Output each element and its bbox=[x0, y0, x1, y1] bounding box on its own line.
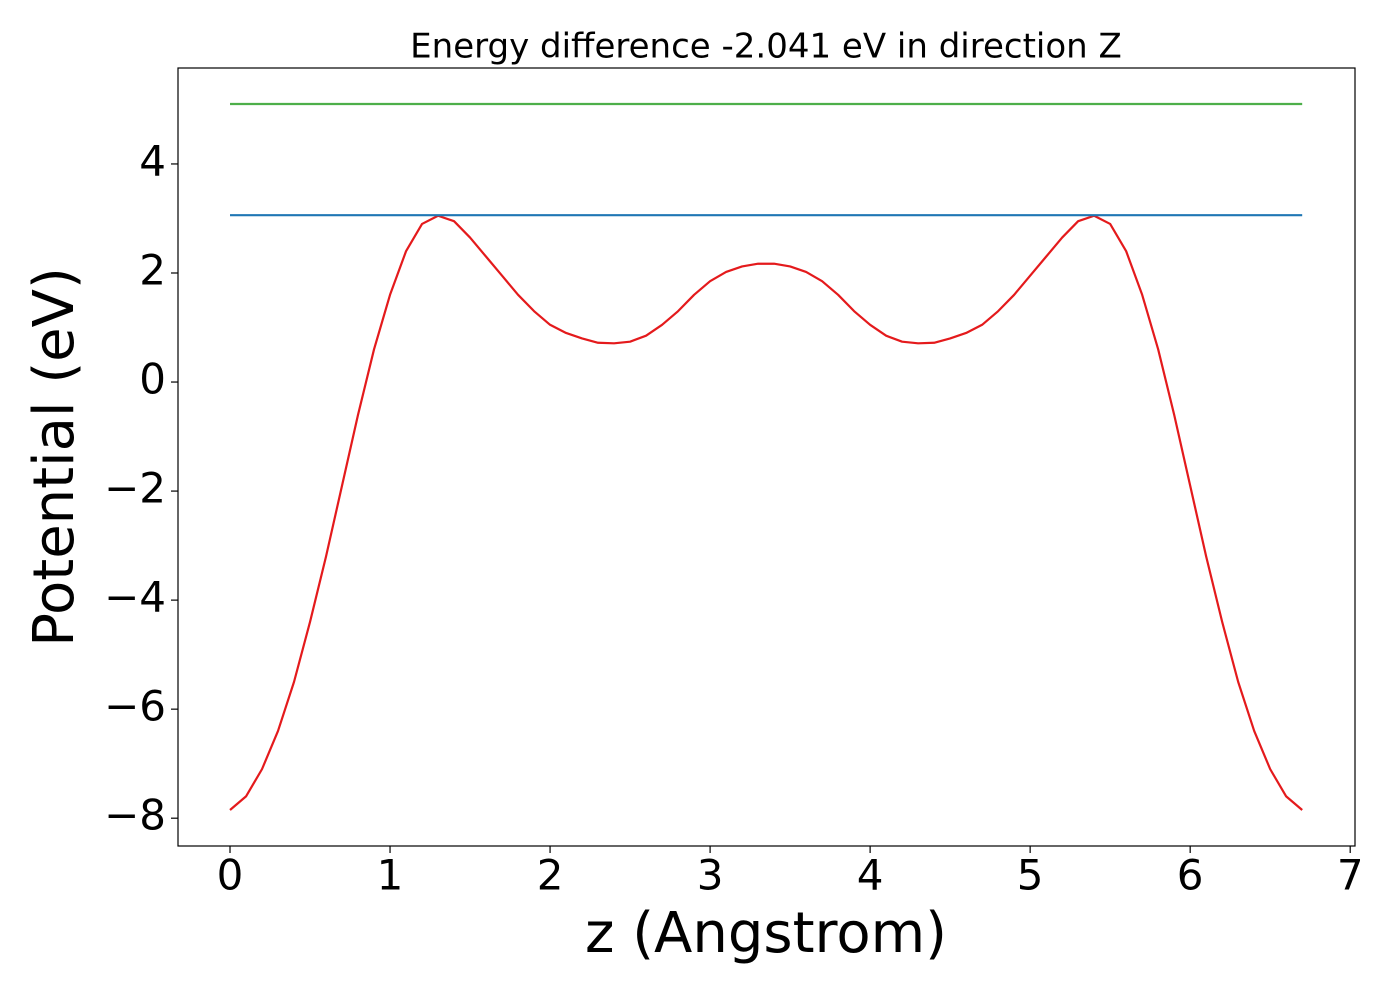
x-tick-label: 6 bbox=[1177, 851, 1204, 900]
x-tick-label: 3 bbox=[697, 851, 724, 900]
y-tick-label: −8 bbox=[104, 791, 166, 840]
x-tick-label: 1 bbox=[377, 851, 404, 900]
chart-title: Energy difference -2.041 eV in direction… bbox=[410, 27, 1122, 67]
data-line bbox=[229, 214, 1303, 811]
plot-frame bbox=[177, 67, 1356, 847]
y-tick-label: 4 bbox=[139, 136, 166, 185]
x-tick-label: 7 bbox=[1337, 851, 1364, 900]
x-tick-label: 5 bbox=[1017, 851, 1044, 900]
x-tick-label: 0 bbox=[217, 851, 244, 900]
y-tick-label: 0 bbox=[139, 355, 166, 404]
y-tick-label: −4 bbox=[104, 573, 166, 622]
y-tick-label: −6 bbox=[104, 682, 166, 731]
x-tick-label: 4 bbox=[857, 851, 884, 900]
y-axis-label: Potential (eV) bbox=[22, 267, 87, 647]
x-axis-label: z (Angstrom) bbox=[585, 901, 947, 966]
y-tick-label: −2 bbox=[104, 464, 166, 513]
y-tick-label: 2 bbox=[139, 245, 166, 294]
x-tick-label: 2 bbox=[537, 851, 564, 900]
